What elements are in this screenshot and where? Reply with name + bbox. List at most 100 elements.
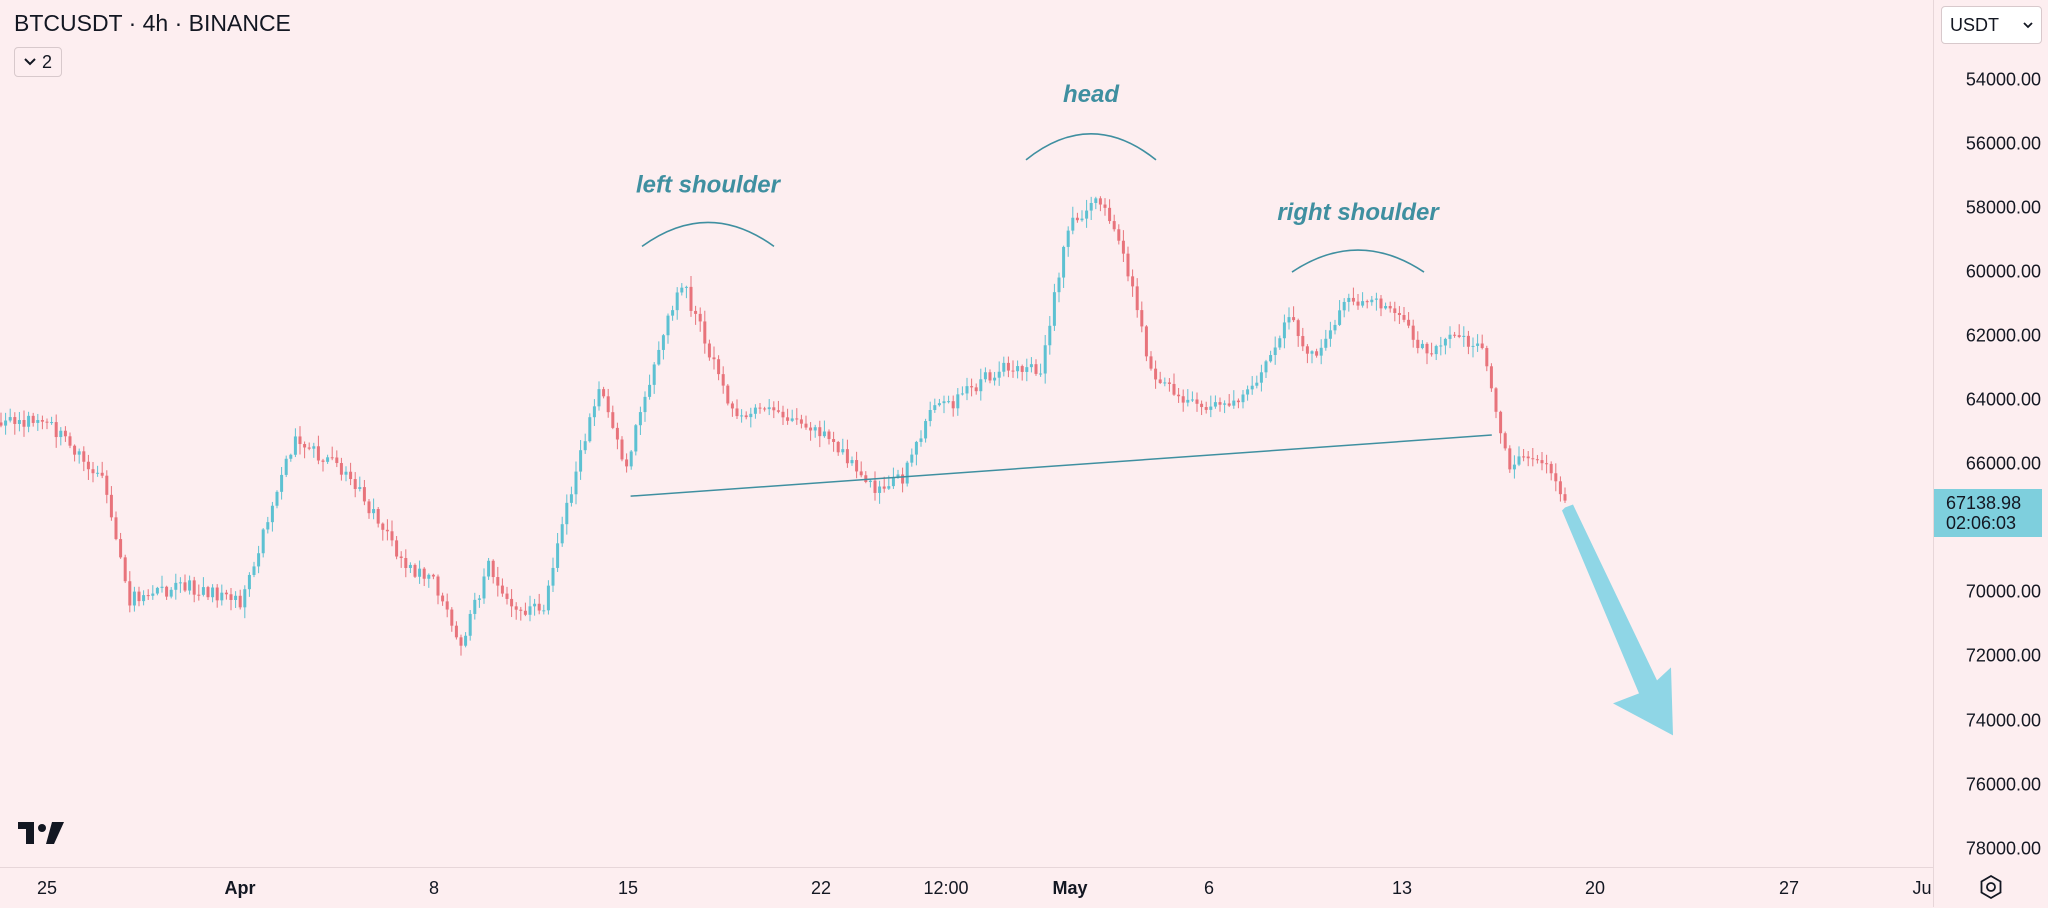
candle-body[interactable] [238,595,242,608]
candle-body[interactable] [1494,388,1498,412]
candle-body[interactable] [707,343,711,358]
candle-body[interactable] [1319,347,1323,356]
candle-body[interactable] [293,436,297,455]
candle-body[interactable] [132,591,136,606]
candle-body[interactable] [1370,299,1374,303]
candle-body[interactable] [1108,207,1112,222]
candle-body[interactable] [1416,339,1420,349]
candle-body[interactable] [1126,253,1130,277]
candle-body[interactable] [1190,399,1194,401]
candle-body[interactable] [376,509,380,524]
candle-body[interactable] [758,407,762,409]
candle-body[interactable] [165,586,169,597]
neckline[interactable] [630,434,1492,497]
candle-body[interactable] [583,441,587,451]
candle-body[interactable] [1407,319,1411,326]
candle-body[interactable] [464,635,468,646]
candle-body[interactable] [606,396,610,413]
candle-body[interactable] [1439,345,1443,347]
candle-body[interactable] [192,580,196,595]
candle-body[interactable] [1181,396,1185,403]
candle-body[interactable] [574,471,578,495]
candle-body[interactable] [183,582,187,591]
candle-body[interactable] [59,430,63,438]
candle-body[interactable] [381,523,385,530]
candle-body[interactable] [45,421,49,423]
candle-body[interactable] [933,405,937,410]
candle-body[interactable] [1089,202,1093,211]
candle-body[interactable] [1085,210,1089,219]
candle-body[interactable] [657,349,661,365]
candle-body[interactable] [109,494,113,518]
candle-body[interactable] [891,477,895,487]
candle-body[interactable] [275,491,279,506]
candle-body[interactable] [841,449,845,453]
candle-body[interactable] [1112,221,1116,230]
candle-body[interactable] [1356,301,1360,306]
candle-body[interactable] [119,539,123,558]
candle-body[interactable] [1457,335,1461,337]
candle-body[interactable] [873,480,877,493]
candle-body[interactable] [155,587,159,594]
candle-body[interactable] [36,420,40,423]
candle-body[interactable] [643,396,647,413]
candle-body[interactable] [1163,382,1167,384]
candle-body[interactable] [1361,301,1365,306]
candle-body[interactable] [1255,382,1259,386]
candle-body[interactable] [753,407,757,414]
candle-body[interactable] [1167,382,1171,384]
candle-body[interactable] [1545,463,1549,465]
candle-body[interactable] [1052,292,1056,326]
indicator-toggle-button[interactable]: 2 [14,47,62,77]
candle-body[interactable] [749,413,753,418]
candle-body[interactable] [1420,343,1424,349]
candle-body[interactable] [1434,346,1438,355]
candle-body[interactable] [4,420,8,426]
candle-body[interactable] [441,595,445,602]
candle-body[interactable] [942,401,946,404]
candle-body[interactable] [919,438,923,442]
candle-body[interactable] [339,463,343,475]
candle-body[interactable] [197,594,201,596]
candle-body[interactable] [730,403,734,409]
candle-body[interactable] [813,427,817,431]
candle-body[interactable] [13,417,17,424]
candlestick-chart[interactable]: left shoulder head right shoulder [0,0,1933,867]
candle-body[interactable] [404,558,408,569]
candle-body[interactable] [1526,456,1530,459]
candle-body[interactable] [169,589,173,597]
candle-body[interactable] [597,389,601,407]
candle-body[interactable] [1158,379,1162,383]
candle-body[interactable] [1535,459,1539,461]
candle-body[interactable] [174,582,178,590]
candle-body[interactable] [326,457,330,462]
candle-body[interactable] [914,441,918,455]
candle-body[interactable] [468,613,472,636]
candle-body[interactable] [142,595,146,602]
candle-body[interactable] [1103,204,1107,208]
candle-body[interactable] [735,408,739,417]
candle-body[interactable] [1241,394,1245,403]
candle-body[interactable] [726,385,730,404]
annotation-label[interactable]: left shoulder [636,171,782,198]
annotation-arc[interactable] [1291,249,1425,273]
candle-body[interactable] [546,585,550,611]
candle-body[interactable] [680,287,684,293]
candle-body[interactable] [335,457,339,464]
candle-body[interactable] [1301,336,1305,347]
candle-body[interactable] [431,574,435,577]
candle-body[interactable] [482,576,486,599]
candle-body[interactable] [1172,383,1176,395]
candle-body[interactable] [1264,361,1268,373]
candle-body[interactable] [234,595,238,600]
candle-body[interactable] [832,439,836,442]
candle-body[interactable] [390,531,394,541]
candle-body[interactable] [795,418,799,420]
candle-body[interactable] [1374,298,1378,300]
candle-body[interactable] [22,420,26,427]
candle-body[interactable] [1563,494,1567,501]
candle-body[interactable] [1397,313,1401,316]
candle-body[interactable] [979,379,983,392]
candle-body[interactable] [565,502,569,525]
candle-body[interactable] [372,509,376,514]
